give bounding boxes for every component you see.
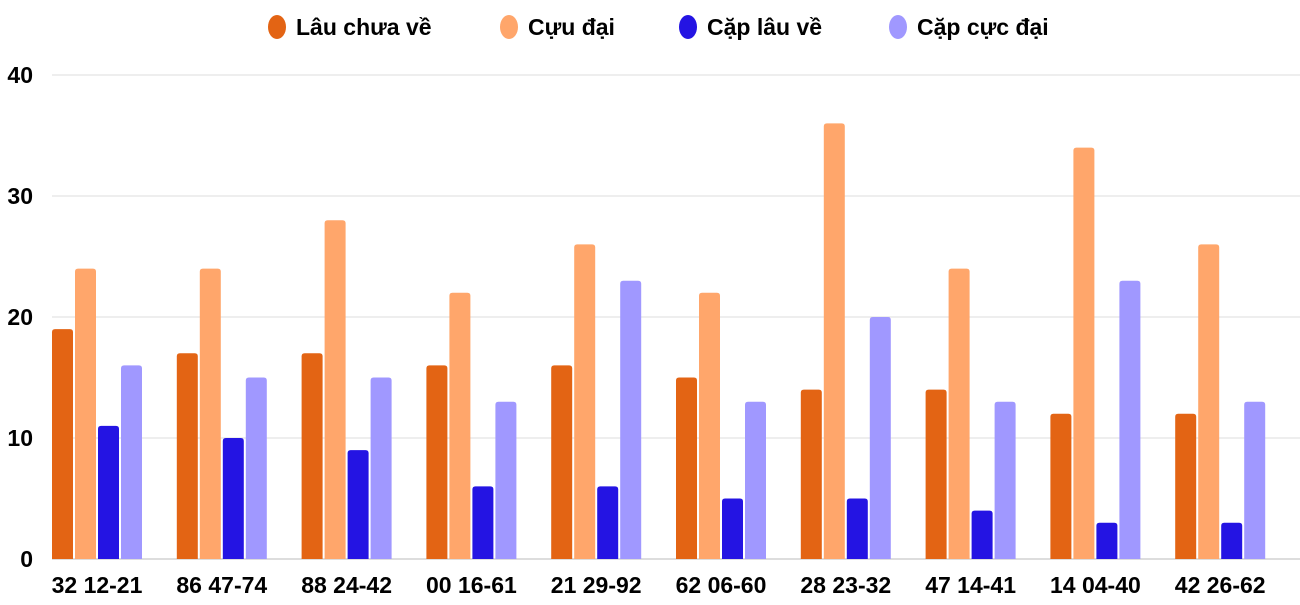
- legend-swatch: [500, 15, 518, 39]
- bar: [245, 377, 267, 559]
- bar: [1096, 522, 1118, 559]
- x-tick-label: 86 47-74: [176, 572, 267, 598]
- bar: [597, 486, 619, 559]
- bar: [222, 438, 244, 559]
- bar: [324, 220, 346, 559]
- bar: [722, 498, 743, 559]
- bar: [75, 268, 96, 559]
- legend-item[interactable]: Cặp lâu về: [679, 14, 822, 40]
- legend-label: Cựu đại: [528, 14, 615, 40]
- x-tick-label: 88 24-42: [301, 572, 392, 598]
- bar: [1198, 244, 1220, 559]
- bar: [823, 123, 845, 560]
- bar: [472, 486, 494, 559]
- legend-label: Cặp lâu về: [707, 14, 822, 40]
- y-axis: 0 10 20 30 40: [7, 62, 33, 572]
- x-tick-label: 42 26-62: [1175, 572, 1266, 598]
- bar: [1175, 413, 1197, 559]
- bar: [846, 498, 868, 559]
- bar: [301, 353, 323, 559]
- bar: [745, 401, 766, 559]
- x-tick-label: 00 16-61: [426, 572, 517, 598]
- legend-label: Lâu chưa về: [296, 14, 432, 40]
- legend-swatch: [679, 15, 697, 39]
- bar: [1244, 401, 1266, 559]
- bar: [925, 389, 947, 559]
- bar: [699, 292, 720, 559]
- bar: [551, 365, 573, 559]
- bar: [994, 401, 1016, 559]
- y-tick-label: 40: [7, 62, 33, 88]
- bar: [449, 292, 471, 559]
- bar: [574, 244, 596, 559]
- y-tick-label: 20: [7, 304, 33, 330]
- bar: [495, 401, 517, 559]
- x-tick-label: 28 23-32: [800, 572, 891, 598]
- bar: [971, 510, 993, 559]
- y-tick-label: 0: [20, 546, 33, 572]
- bar: [620, 280, 642, 559]
- bar: [948, 268, 970, 559]
- bar: [800, 389, 822, 559]
- bar: [676, 377, 697, 559]
- bar: [869, 317, 891, 559]
- y-tick-label: 10: [7, 425, 33, 451]
- legend-item[interactable]: Lâu chưa về: [268, 14, 432, 40]
- x-tick-label: 32 12-21: [52, 572, 143, 598]
- bar: [52, 329, 73, 559]
- x-axis: 32 12-21 86 47-74 88 24-42 00 16-61 21 29-92…: [52, 572, 1266, 598]
- y-tick-label: 30: [7, 183, 33, 209]
- bars: [52, 123, 1266, 560]
- legend-item[interactable]: Cựu đại: [500, 14, 615, 40]
- bar: [1050, 413, 1072, 559]
- legend-item[interactable]: Cặp cực đại: [889, 14, 1049, 40]
- bar: [1221, 522, 1243, 559]
- legend-swatch: [889, 15, 907, 39]
- bar: [176, 353, 198, 559]
- bar: [370, 377, 392, 559]
- legend: Lâu chưa về Cựu đại Cặp lâu về Cặp cực đại: [268, 14, 1049, 40]
- bar: [1073, 147, 1095, 559]
- x-tick-label: 14 04-40: [1050, 572, 1141, 598]
- x-tick-label: 47 14-41: [925, 572, 1016, 598]
- bar: [1119, 280, 1141, 559]
- bar: [199, 268, 221, 559]
- bar: [121, 365, 142, 559]
- bar: [98, 425, 119, 559]
- x-tick-label: 62 06-60: [676, 572, 767, 598]
- legend-label: Cặp cực đại: [917, 14, 1049, 40]
- legend-swatch: [268, 15, 286, 39]
- x-tick-label: 21 29-92: [551, 572, 642, 598]
- bar: [426, 365, 448, 559]
- bar: [347, 450, 369, 559]
